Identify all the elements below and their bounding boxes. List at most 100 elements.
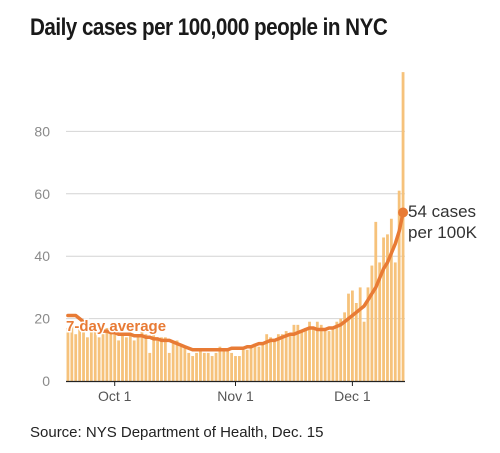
bar bbox=[315, 321, 319, 381]
bar bbox=[401, 72, 405, 382]
bar bbox=[183, 346, 187, 381]
bar bbox=[382, 237, 385, 381]
bar bbox=[214, 352, 218, 381]
bar bbox=[261, 343, 265, 381]
bar bbox=[335, 321, 339, 381]
bar bbox=[78, 324, 82, 381]
bar bbox=[366, 287, 370, 381]
bar bbox=[144, 334, 148, 381]
bar bbox=[362, 321, 366, 381]
bar bbox=[276, 334, 280, 381]
bar bbox=[308, 321, 311, 381]
bar bbox=[241, 349, 245, 381]
bar bbox=[378, 262, 382, 381]
bar bbox=[89, 324, 93, 381]
bar bbox=[222, 349, 226, 381]
bar bbox=[343, 312, 347, 381]
bar bbox=[230, 352, 234, 381]
bar bbox=[339, 318, 343, 381]
bar bbox=[97, 337, 101, 381]
bar bbox=[163, 337, 167, 381]
y-tick-labels: 0 20 40 60 80 bbox=[34, 123, 50, 389]
bar bbox=[288, 334, 292, 381]
bar bbox=[156, 340, 159, 381]
y-tick-label: 40 bbox=[34, 248, 50, 264]
bar bbox=[354, 303, 358, 381]
bar bbox=[86, 337, 89, 381]
bar bbox=[160, 337, 163, 381]
x-tick-label: Nov 1 bbox=[217, 388, 254, 404]
bar bbox=[245, 349, 249, 381]
bar bbox=[347, 293, 350, 381]
bar bbox=[249, 346, 253, 381]
bar bbox=[253, 343, 257, 381]
bar bbox=[199, 349, 202, 381]
bar bbox=[179, 346, 183, 381]
bar bbox=[331, 327, 335, 381]
bar bbox=[397, 190, 401, 381]
bar bbox=[70, 321, 74, 381]
bar bbox=[74, 334, 78, 381]
end-label-line2: per 100K bbox=[408, 223, 478, 242]
y-tick-label: 80 bbox=[34, 123, 50, 139]
x-tick-label: Dec 1 bbox=[334, 388, 371, 404]
bar bbox=[82, 331, 85, 381]
bar bbox=[284, 331, 288, 381]
end-label-line1: 54 cases bbox=[408, 202, 476, 221]
grid-lines bbox=[66, 130, 405, 320]
y-tick-label: 60 bbox=[34, 186, 50, 202]
bar bbox=[312, 327, 315, 381]
bar bbox=[124, 337, 128, 381]
bar bbox=[265, 334, 269, 381]
bar bbox=[66, 327, 70, 381]
y-tick-label: 20 bbox=[34, 311, 50, 327]
bar bbox=[101, 334, 105, 381]
bar bbox=[350, 290, 354, 381]
bar bbox=[226, 349, 230, 381]
bar bbox=[374, 221, 378, 381]
bar bbox=[269, 337, 272, 381]
bar bbox=[292, 324, 296, 381]
bar bbox=[296, 324, 300, 381]
bar bbox=[218, 346, 222, 381]
bar bbox=[202, 352, 206, 381]
bar bbox=[191, 356, 195, 381]
bar bbox=[195, 352, 198, 381]
bar bbox=[140, 331, 144, 381]
source-note: Source: NYS Department of Health, Dec. 1… bbox=[30, 424, 324, 441]
end-point-marker bbox=[398, 207, 409, 218]
bar bbox=[393, 262, 397, 381]
bar bbox=[136, 334, 140, 381]
bar bbox=[304, 327, 308, 381]
bar bbox=[171, 343, 175, 381]
chart-title: Daily cases per 100,000 people in NYC bbox=[30, 14, 388, 41]
bar bbox=[117, 340, 121, 381]
bar bbox=[132, 340, 136, 381]
bar bbox=[121, 331, 124, 381]
bar bbox=[319, 324, 323, 381]
bar bbox=[210, 356, 214, 381]
bar bbox=[389, 218, 393, 381]
bar bbox=[109, 331, 113, 381]
bar bbox=[386, 234, 389, 381]
bar bbox=[327, 331, 331, 381]
bar bbox=[273, 340, 276, 381]
bar bbox=[300, 331, 304, 381]
bar bbox=[167, 352, 171, 381]
bar bbox=[105, 327, 109, 381]
bars bbox=[66, 72, 405, 382]
bar bbox=[128, 334, 132, 381]
bar bbox=[234, 356, 237, 381]
bar bbox=[237, 356, 241, 381]
bar bbox=[370, 265, 374, 381]
bar bbox=[113, 334, 117, 381]
bar bbox=[148, 352, 152, 381]
bar bbox=[257, 346, 261, 381]
average-line bbox=[66, 210, 405, 352]
bar bbox=[358, 287, 362, 381]
x-tick-label: Oct 1 bbox=[98, 388, 132, 404]
bar bbox=[93, 331, 97, 381]
bar bbox=[187, 352, 191, 381]
bar bbox=[280, 334, 284, 381]
